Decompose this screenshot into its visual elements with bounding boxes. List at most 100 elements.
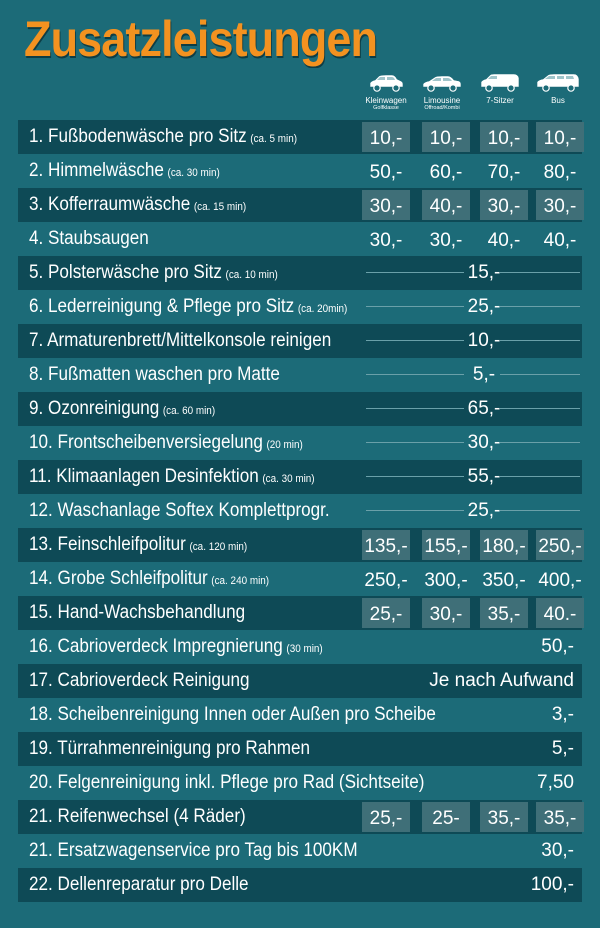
price-row: 5. Polsterwäsche pro Sitz (ca. 10 min) 15,… xyxy=(18,256,582,290)
service-duration-note: (ca. 15 min) xyxy=(193,201,247,213)
service-name: 14. Grobe Schleifpolitur xyxy=(29,568,208,589)
divider xyxy=(500,442,580,443)
flat-price: 25,- xyxy=(467,296,501,317)
divider xyxy=(366,340,464,341)
price-cell: 30,- xyxy=(369,230,403,251)
flat-price: 65,- xyxy=(467,398,501,419)
service-label: 22. Dellenreparatur pro Delle xyxy=(29,868,249,902)
price-cell: 30,- xyxy=(422,598,470,628)
service-label: 9. Ozonreinigung (ca. 60 min) xyxy=(29,392,215,426)
vehicle-column-sedan: Limousine Offroad/Kombi xyxy=(414,72,470,112)
price-cell: 35,- xyxy=(480,802,528,832)
service-label: 18. Scheibenreinigung Innen oder Außen p… xyxy=(29,698,436,732)
divider xyxy=(366,272,464,273)
flat-price: 25,- xyxy=(467,500,501,521)
price-row: 22. Dellenreparatur pro Delle 100,- xyxy=(18,868,582,902)
price-row: 14. Grobe Schleifpolitur (ca. 240 min) 250… xyxy=(18,562,582,596)
service-name: 5. Polsterwäsche pro Sitz xyxy=(29,262,222,283)
service-duration-note: (ca. 120 min) xyxy=(189,541,248,553)
flat-price: 30,- xyxy=(541,840,574,861)
price-row: 10. Frontscheibenversiegelung (20 min) 30,… xyxy=(18,426,582,460)
divider xyxy=(500,408,580,409)
service-name: 16. Cabrioverdeck Impregnierung xyxy=(29,636,283,657)
price-cell: 135,- xyxy=(362,530,410,560)
price-cell: 400,- xyxy=(538,570,582,591)
price-row: 8. Fußmatten waschen pro Matte 5,- xyxy=(18,358,582,392)
van-icon xyxy=(480,73,520,92)
service-duration-note: (ca. 10 min) xyxy=(225,269,278,281)
price-cell: 30,- xyxy=(429,230,463,251)
price-row: 3. Kofferraumwäsche (ca. 15 min) 30,- 40,- 3… xyxy=(18,188,584,222)
service-duration-note: (ca. 20min) xyxy=(297,303,348,315)
flat-price: 55,- xyxy=(467,466,501,487)
price-cell: 40,- xyxy=(543,230,577,251)
service-name: 13. Feinschleifpolitur xyxy=(29,534,186,555)
service-duration-note: (ca. 30 min) xyxy=(262,473,315,485)
service-label: 7. Armaturenbrett/Mittelkonsole reinigen xyxy=(29,324,331,358)
service-name: 19. Türrahmenreinigung pro Rahmen xyxy=(29,738,311,759)
service-name: 6. Lederreinigung & Pflege pro Sitz xyxy=(29,296,295,317)
price-cell: 35,- xyxy=(536,802,584,832)
service-label: 15. Hand-Wachsbehandlung xyxy=(29,596,245,630)
price-cell: 30,- xyxy=(480,190,528,220)
price-row: 4. Staubsaugen 30,- 30,- 40,- 40,- xyxy=(18,222,582,256)
divider xyxy=(500,306,580,307)
service-duration-note: (ca. 240 min) xyxy=(211,575,270,587)
divider xyxy=(500,476,580,477)
service-label: 5. Polsterwäsche pro Sitz (ca. 10 min) xyxy=(29,256,278,290)
price-cell: 180,- xyxy=(480,530,528,560)
price-row: 19. Türrahmenreinigung pro Rahmen 5,- xyxy=(18,732,582,766)
service-name: 1. Fußbodenwäsche pro Sitz xyxy=(29,126,247,147)
price-row: 12. Waschanlage Softex Komplettprogr. 25,… xyxy=(18,494,582,528)
divider xyxy=(366,476,464,477)
service-label: 12. Waschanlage Softex Komplettprogr. xyxy=(29,494,330,528)
price-cell: 300,- xyxy=(424,570,468,591)
price-cell: 40,- xyxy=(487,230,521,251)
price-cell: 250,- xyxy=(364,570,408,591)
service-label: 2. Himmelwäsche (ca. 30 min) xyxy=(29,154,220,188)
flat-price: 3,- xyxy=(551,704,574,725)
flat-price: 5,- xyxy=(551,738,574,759)
price-row: 21. Reifenwechsel (4 Räder) 25,- 25- 35,- 35… xyxy=(18,800,584,834)
flat-price: 5,- xyxy=(472,364,496,385)
price-cell: 25- xyxy=(422,802,470,832)
vehicle-column-van: 7-Sitzer xyxy=(472,72,528,105)
divider xyxy=(500,510,580,511)
price-row: 15. Hand-Wachsbehandlung 25,- 30,- 35,- 40.- xyxy=(18,596,584,630)
page-title: Zusatzleistungen xyxy=(24,11,378,67)
price-cell: 10,- xyxy=(422,122,470,152)
divider xyxy=(366,306,464,307)
service-label: 16. Cabrioverdeck Impregnierung (30 min) xyxy=(29,630,323,664)
price-row: 1. Fußbodenwäsche pro Sitz (ca. 5 min) 10,… xyxy=(18,120,584,154)
divider xyxy=(366,442,464,443)
price-row: 17. Cabrioverdeck Reinigung Je nach Aufwa… xyxy=(18,664,582,698)
price-cell: 40.- xyxy=(536,598,584,628)
divider xyxy=(500,374,580,375)
service-label: 21. Ersatzwagenservice pro Tag bis 100KM xyxy=(29,834,358,868)
service-label: 8. Fußmatten waschen pro Matte xyxy=(29,358,280,392)
price-list: 1. Fußbodenwäsche pro Sitz (ca. 5 min) 10,… xyxy=(18,120,584,902)
price-row: 18. Scheibenreinigung Innen oder Außen p… xyxy=(18,698,582,732)
service-name: 21. Reifenwechsel (4 Räder) xyxy=(29,806,246,827)
flat-price: 100,- xyxy=(530,874,574,895)
price-cell: 155,- xyxy=(422,530,470,560)
price-cell: 30,- xyxy=(362,190,410,220)
flat-price: 50,- xyxy=(541,636,574,657)
divider xyxy=(366,374,464,375)
price-row: 7. Armaturenbrett/Mittelkonsole reinigen… xyxy=(18,324,582,358)
price-row: 9. Ozonreinigung (ca. 60 min) 65,- xyxy=(18,392,582,426)
divider xyxy=(500,272,580,273)
price-cell: 350,- xyxy=(482,570,526,591)
flat-price: 7,50 xyxy=(537,772,574,793)
service-duration-note: (ca. 60 min) xyxy=(162,405,216,417)
price-cell: 60,- xyxy=(429,162,463,183)
service-name: 10. Frontscheibenversiegelung xyxy=(29,432,263,453)
price-row: 11. Klimaanlagen Desinfektion (ca. 30 min… xyxy=(18,460,582,494)
service-name: 17. Cabrioverdeck Reinigung xyxy=(29,670,250,691)
service-name: 3. Kofferraumwäsche xyxy=(29,194,191,215)
price-cell: 25,- xyxy=(362,598,410,628)
service-name: 22. Dellenreparatur pro Delle xyxy=(29,874,249,895)
service-label: 14. Grobe Schleifpolitur (ca. 240 min) xyxy=(29,562,269,596)
flat-price: 10,- xyxy=(467,330,501,351)
price-row: 20. Felgenreinigung inkl. Pflege pro Rad… xyxy=(18,766,582,800)
